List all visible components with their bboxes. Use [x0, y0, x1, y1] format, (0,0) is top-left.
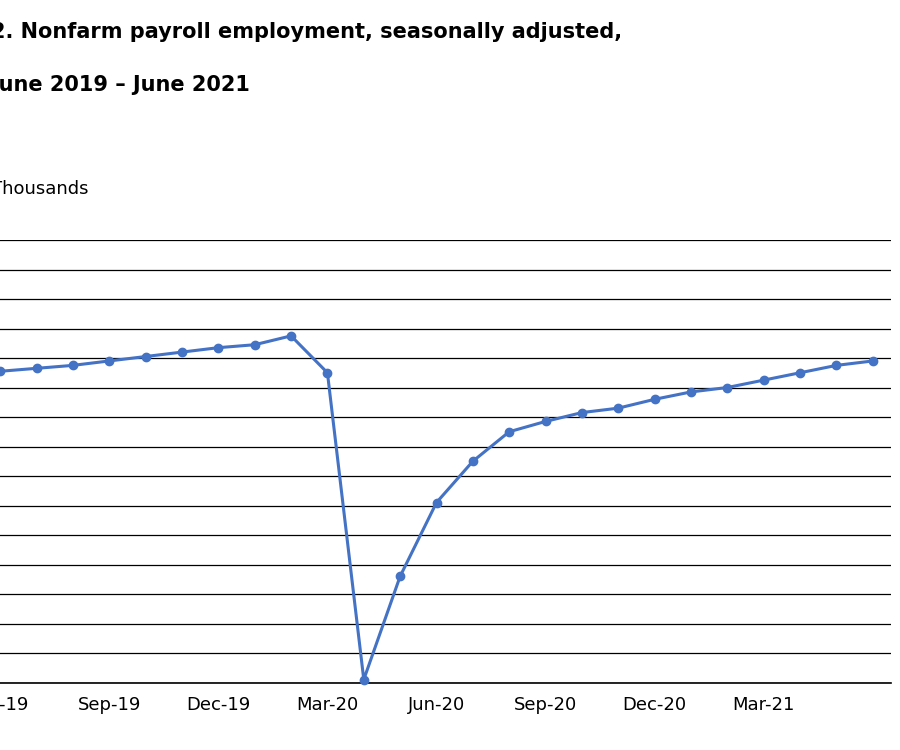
Text: June 2019 – June 2021: June 2019 – June 2021 — [0, 75, 250, 95]
Text: Thousands: Thousands — [0, 180, 88, 198]
Text: 2. Nonfarm payroll employment, seasonally adjusted,: 2. Nonfarm payroll employment, seasonall… — [0, 22, 622, 43]
